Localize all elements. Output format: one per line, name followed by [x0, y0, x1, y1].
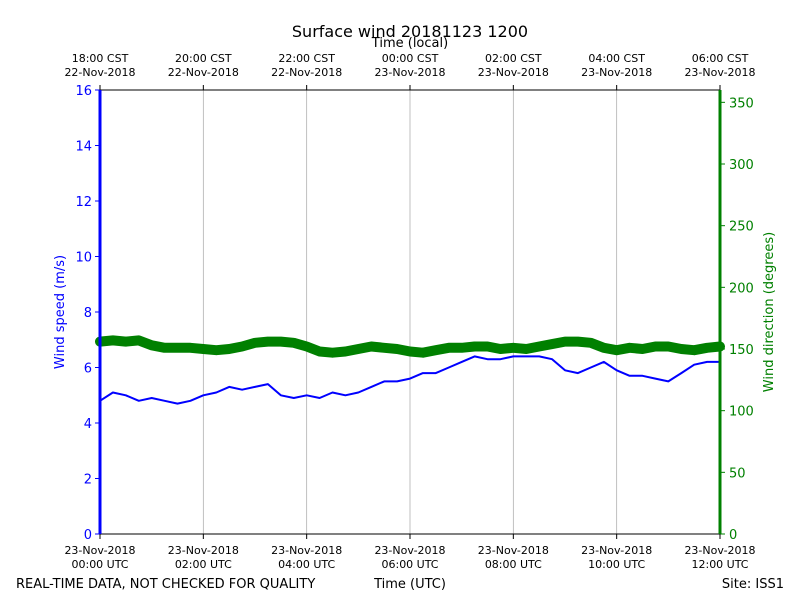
x-tick-label-time: 02:00 UTC	[175, 558, 232, 571]
top-tick-label-date: 22-Nov-2018	[64, 66, 135, 79]
x-tick-label-time: 10:00 UTC	[588, 558, 645, 571]
wind-direction-series	[95, 335, 725, 358]
right-tick-label: 250	[729, 220, 754, 235]
quality-disclaimer: REAL-TIME DATA, NOT CHECKED FOR QUALITY	[16, 577, 315, 592]
right-tick-label: 100	[729, 405, 754, 420]
x-tick-label-date: 23-Nov-2018	[168, 544, 239, 557]
x-tick-label-time: 12:00 UTC	[691, 558, 748, 571]
grid-lines	[202, 90, 618, 534]
left-tick-label: 4	[84, 417, 92, 432]
left-tick-label: 8	[84, 306, 92, 321]
left-tick-label: 12	[75, 195, 92, 210]
top-tick-label-date: 23-Nov-2018	[684, 66, 755, 79]
left-tick-label: 0	[84, 528, 92, 543]
x-axis-label: Time (UTC)	[373, 577, 446, 592]
wind-speed-series	[99, 355, 720, 405]
right-tick-label: 200	[729, 281, 754, 296]
left-tick-label: 14	[75, 140, 92, 155]
chart-title: Surface wind 20181123 1200	[292, 22, 528, 41]
top-tick-label-time: 04:00 CST	[588, 52, 645, 65]
right-tick-label: 300	[729, 158, 754, 173]
x-tick-label-time: 00:00 UTC	[71, 558, 128, 571]
x-tick-label-date: 23-Nov-2018	[684, 544, 755, 557]
x-tick-label-date: 23-Nov-2018	[581, 544, 652, 557]
top-tick-label-time: 18:00 CST	[72, 52, 129, 65]
x-tick-label-time: 06:00 UTC	[381, 558, 438, 571]
left-tick-label: 16	[75, 84, 92, 99]
left-tick-label: 2	[84, 473, 92, 488]
right-tick-label: 150	[729, 343, 754, 358]
y-axis-label-left: Wind speed (m/s)	[53, 255, 68, 369]
right-tick-label: 0	[729, 528, 737, 543]
right-tick-label: 350	[729, 96, 754, 111]
top-tick-label-date: 23-Nov-2018	[478, 66, 549, 79]
x-tick-label-date: 23-Nov-2018	[374, 544, 445, 557]
top-tick-label-time: 02:00 CST	[485, 52, 542, 65]
site-label: Site: ISS1	[722, 577, 784, 592]
top-tick-label-date: 22-Nov-2018	[271, 66, 342, 79]
x-tick-label-date: 23-Nov-2018	[271, 544, 342, 557]
top-tick-label-time: 06:00 CST	[692, 52, 749, 65]
x-tick-label-time: 04:00 UTC	[278, 558, 335, 571]
y-axis-label-right: Wind direction (degrees)	[762, 232, 777, 392]
top-tick-label-date: 23-Nov-2018	[374, 66, 445, 79]
left-tick-label: 6	[84, 362, 92, 377]
x-tick-label-date: 23-Nov-2018	[64, 544, 135, 557]
top-tick-label-time: 22:00 CST	[278, 52, 335, 65]
right-tick-label: 50	[729, 466, 746, 481]
x-tick-label-date: 23-Nov-2018	[478, 544, 549, 557]
x-tick-label-time: 08:00 UTC	[485, 558, 542, 571]
top-tick-label-time: 00:00 CST	[382, 52, 439, 65]
top-axis-label: Time (local)	[371, 36, 448, 51]
wind-direction-line	[95, 335, 725, 358]
top-tick-label-date: 23-Nov-2018	[581, 66, 652, 79]
left-tick-label: 10	[75, 251, 92, 266]
top-tick-label-date: 22-Nov-2018	[168, 66, 239, 79]
right-axis-ticks: 0 50 100 150 200 250 300 350	[720, 96, 754, 543]
top-tick-label-time: 20:00 CST	[175, 52, 232, 65]
wind-speed-line	[99, 355, 720, 405]
left-axis-ticks: 0 2 4 6 8 10 12 14 16	[75, 84, 100, 543]
